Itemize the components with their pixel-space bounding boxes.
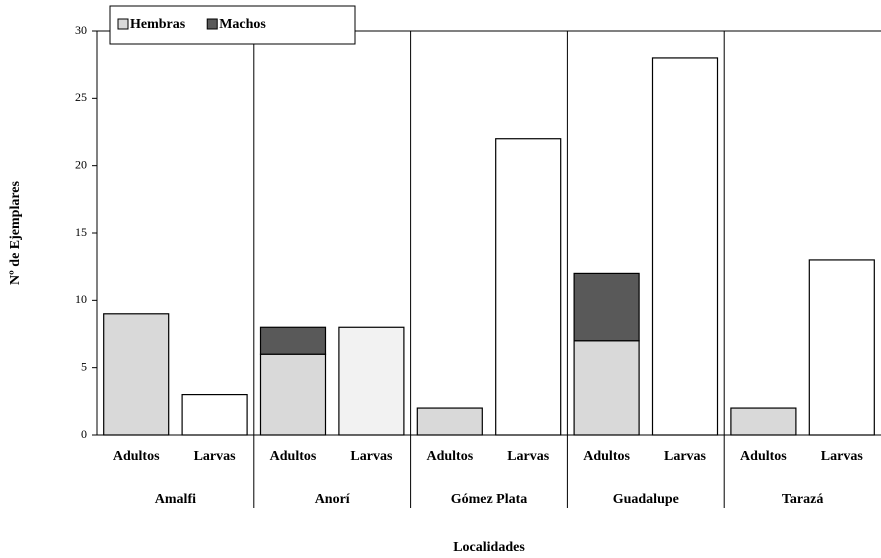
- y-tick-label: 25: [75, 90, 87, 104]
- bar: [730, 407, 797, 436]
- x-tick-label: Adultos: [270, 449, 317, 464]
- x-tick-label: Adultos: [426, 449, 473, 464]
- bar: [573, 272, 640, 342]
- bar: [416, 407, 483, 436]
- group-label: Tarazá: [782, 492, 823, 507]
- y-tick-label: 15: [75, 225, 87, 239]
- group-label: Guadalupe: [613, 492, 679, 507]
- x-tick-label: Adultos: [740, 449, 787, 464]
- bar: [808, 259, 875, 436]
- x-tick-label: Larvas: [821, 449, 864, 464]
- bar: [259, 353, 327, 436]
- bar: [181, 394, 248, 436]
- bar: [338, 326, 405, 436]
- x-tick-label: Larvas: [350, 449, 393, 464]
- bar: [495, 138, 562, 436]
- y-tick-label: 0: [81, 427, 87, 441]
- x-tick-label: Adultos: [113, 449, 160, 464]
- x-axis-label: Localidades: [453, 540, 525, 555]
- bar: [103, 313, 170, 436]
- x-tick-label: Larvas: [507, 449, 550, 464]
- x-tick-label: Adultos: [583, 449, 630, 464]
- x-tick-label: Larvas: [194, 449, 237, 464]
- x-tick-label: Larvas: [664, 449, 707, 464]
- legend-label: Machos: [219, 17, 266, 32]
- legend-swatch: [206, 18, 218, 30]
- y-tick-label: 20: [75, 157, 87, 171]
- group-label: Anorí: [315, 492, 351, 507]
- y-axis-label: Nº de Ejemplares: [8, 180, 23, 284]
- bar: [573, 340, 640, 436]
- bar: [651, 57, 719, 436]
- legend-swatch: [117, 18, 129, 30]
- y-tick-label: 5: [81, 359, 87, 373]
- group-label: Gómez Plata: [451, 492, 528, 507]
- legend-box: [109, 5, 356, 45]
- y-tick-label: 30: [75, 23, 87, 37]
- y-tick-label: 10: [75, 292, 87, 306]
- bar: [259, 326, 327, 355]
- legend-label: Hembras: [130, 17, 186, 32]
- group-label: Amalfi: [155, 492, 196, 507]
